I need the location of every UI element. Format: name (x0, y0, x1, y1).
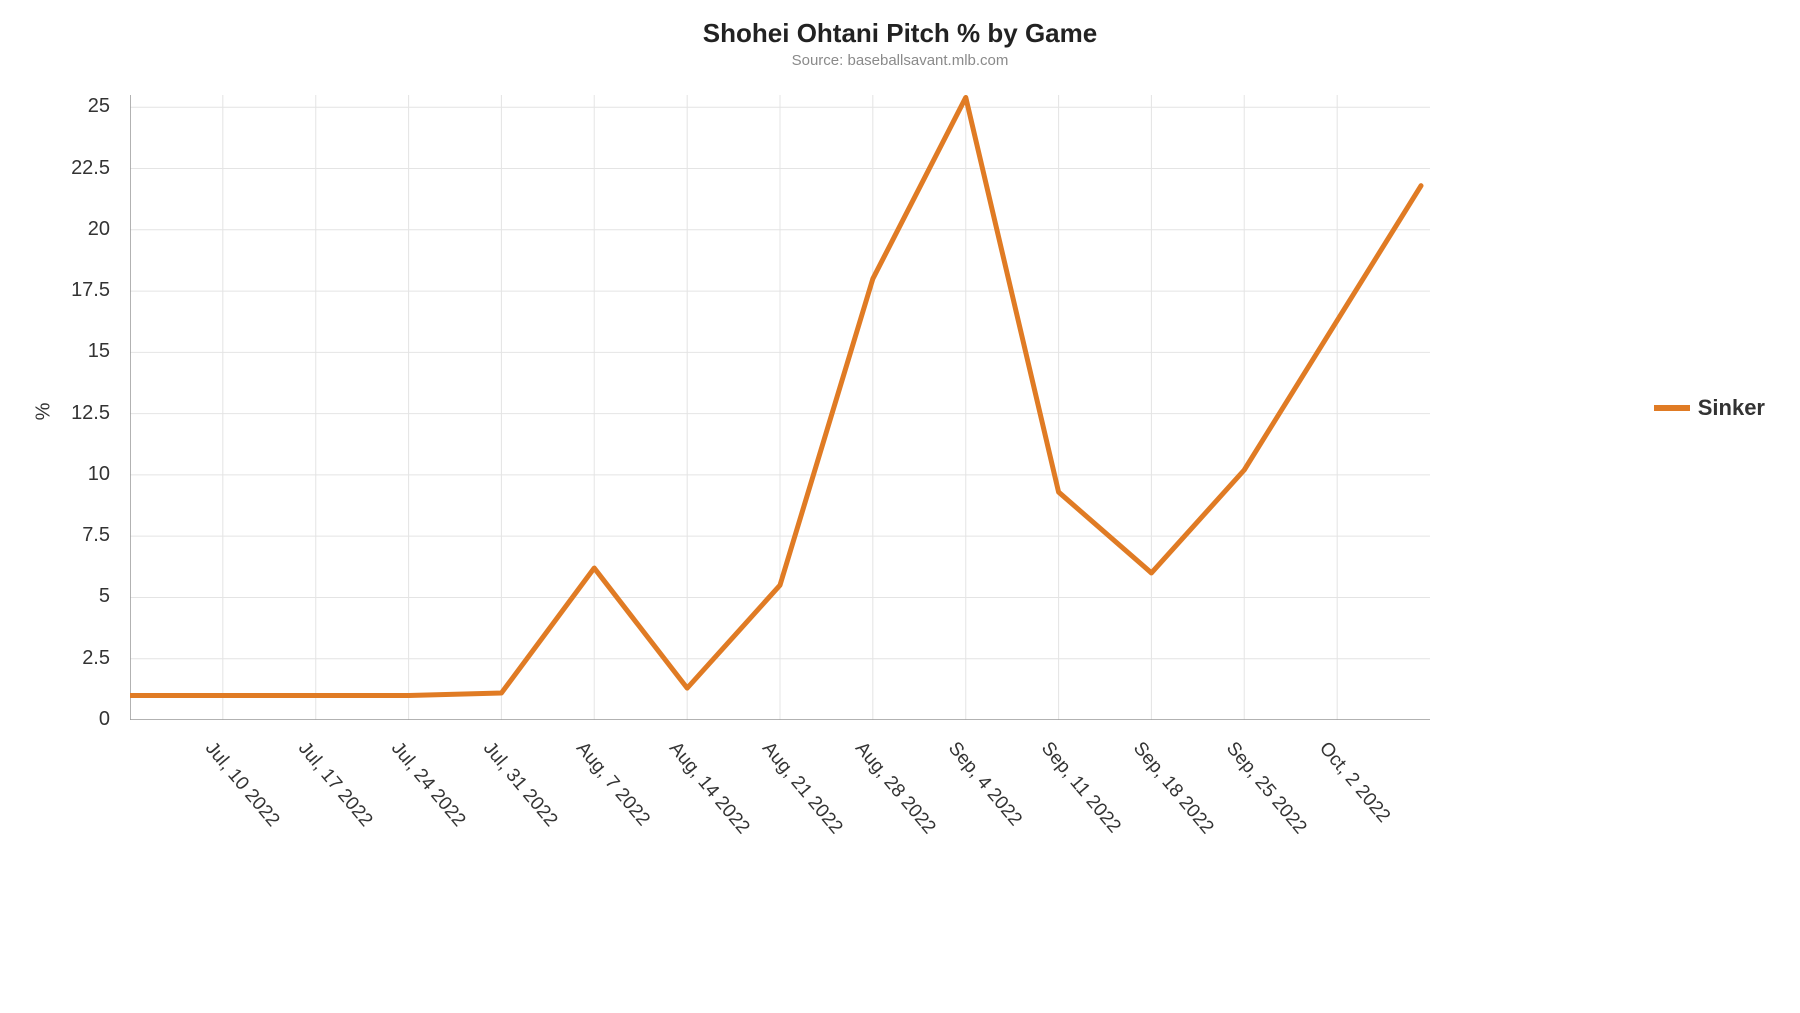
legend: Sinker (1654, 395, 1765, 421)
x-tick-label: Jul, 24 2022 (386, 738, 469, 831)
chart-title: Shohei Ohtani Pitch % by Game (0, 18, 1800, 49)
x-tick-label: Sep, 4 2022 (943, 738, 1026, 831)
y-tick-label: 25 (0, 95, 110, 118)
series-line-sinker (130, 97, 1421, 695)
y-tick-label: 17.5 (0, 279, 110, 302)
y-tick-label: 22.5 (0, 157, 110, 180)
legend-swatch (1654, 405, 1690, 411)
x-tick-label: Aug, 14 2022 (664, 738, 754, 839)
y-tick-label: 7.5 (0, 524, 110, 547)
x-tick-label: Sep, 25 2022 (1221, 738, 1311, 839)
x-tick-label: Oct, 2 2022 (1314, 738, 1394, 827)
chart-subtitle: Source: baseballsavant.mlb.com (0, 52, 1800, 69)
y-tick-label: 0 (0, 708, 110, 731)
y-tick-label: 12.5 (0, 402, 110, 425)
y-tick-label: 20 (0, 218, 110, 241)
plot-area (130, 95, 1430, 720)
x-tick-label: Aug, 7 2022 (571, 738, 654, 831)
legend-label: Sinker (1698, 395, 1765, 421)
x-tick-label: Jul, 10 2022 (200, 738, 283, 831)
x-tick-label: Jul, 17 2022 (293, 738, 376, 831)
x-tick-label: Aug, 21 2022 (757, 738, 847, 839)
y-tick-label: 15 (0, 340, 110, 363)
x-tick-label: Aug, 28 2022 (850, 738, 940, 839)
x-tick-label: Sep, 18 2022 (1129, 738, 1219, 839)
x-tick-label: Sep, 11 2022 (1036, 738, 1125, 838)
y-tick-label: 2.5 (0, 647, 110, 670)
y-tick-label: 10 (0, 463, 110, 486)
x-tick-label: Jul, 31 2022 (479, 738, 562, 831)
chart-container: Shohei Ohtani Pitch % by Game Source: ba… (0, 0, 1800, 1013)
y-tick-label: 5 (0, 585, 110, 608)
